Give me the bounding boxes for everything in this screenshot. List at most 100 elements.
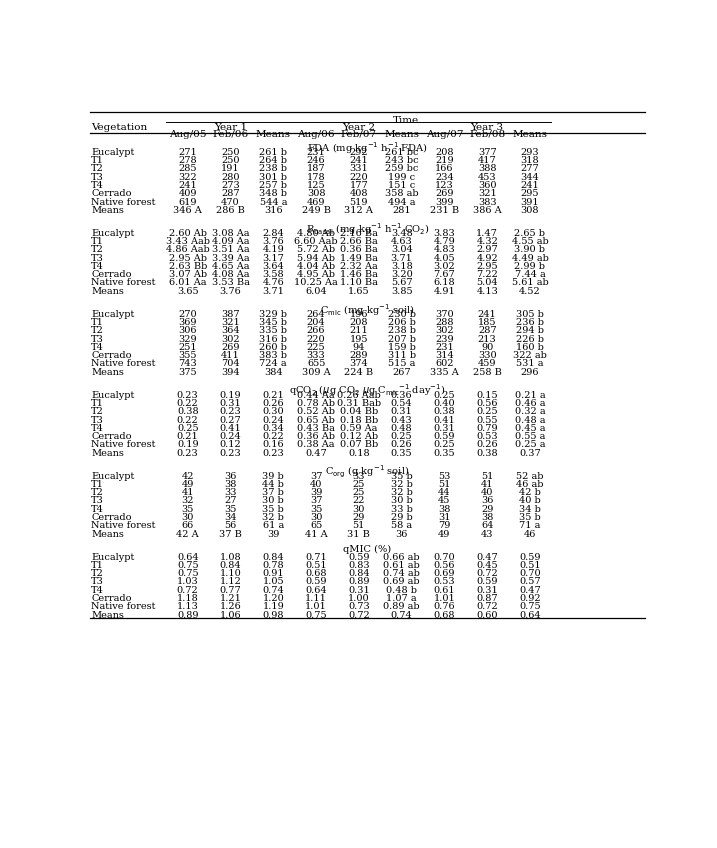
Text: 305 b: 305 b bbox=[516, 310, 544, 319]
Text: 178: 178 bbox=[307, 173, 326, 181]
Text: 204: 204 bbox=[307, 318, 326, 327]
Text: 34: 34 bbox=[224, 513, 237, 522]
Text: 387: 387 bbox=[221, 310, 239, 319]
Text: 333: 333 bbox=[307, 351, 326, 360]
Text: Cerrado: Cerrado bbox=[91, 432, 132, 441]
Text: 0.07 Bb: 0.07 Bb bbox=[340, 440, 378, 449]
Text: 281: 281 bbox=[392, 206, 411, 215]
Text: 345 b: 345 b bbox=[260, 318, 288, 327]
Text: 0.51: 0.51 bbox=[305, 561, 327, 570]
Text: 46 ab: 46 ab bbox=[516, 480, 543, 489]
Text: 0.26: 0.26 bbox=[262, 399, 284, 408]
Text: 49: 49 bbox=[181, 480, 194, 489]
Text: 3.48: 3.48 bbox=[391, 229, 412, 237]
Text: 0.22: 0.22 bbox=[262, 432, 284, 441]
Text: 211: 211 bbox=[349, 326, 369, 335]
Text: 207 b: 207 b bbox=[388, 335, 416, 343]
Text: 199 c: 199 c bbox=[388, 173, 415, 181]
Text: 40 b: 40 b bbox=[519, 496, 541, 505]
Text: 519: 519 bbox=[350, 198, 368, 207]
Text: 94: 94 bbox=[353, 343, 365, 352]
Text: 177: 177 bbox=[349, 181, 369, 190]
Text: Eucalypt: Eucalypt bbox=[91, 148, 135, 157]
Text: 399: 399 bbox=[435, 198, 454, 207]
Text: 0.59: 0.59 bbox=[348, 553, 369, 561]
Text: 0.60: 0.60 bbox=[477, 611, 498, 620]
Text: R$_{\rm basal}$ (mg kg$^{-1}$ h$^{-1}$ CO$_{2}$): R$_{\rm basal}$ (mg kg$^{-1}$ h$^{-1}$ C… bbox=[305, 220, 429, 237]
Text: 0.26 Aab: 0.26 Aab bbox=[337, 391, 381, 399]
Text: T1: T1 bbox=[91, 318, 104, 327]
Text: 33: 33 bbox=[353, 471, 365, 481]
Text: 5.04: 5.04 bbox=[476, 278, 498, 287]
Text: 5.61 ab: 5.61 ab bbox=[512, 278, 549, 287]
Text: 388: 388 bbox=[478, 165, 496, 173]
Text: 35 b: 35 b bbox=[519, 513, 541, 522]
Text: 619: 619 bbox=[179, 198, 197, 207]
Text: 0.22: 0.22 bbox=[177, 399, 199, 408]
Text: 2.97: 2.97 bbox=[476, 245, 498, 254]
Text: 296: 296 bbox=[521, 368, 539, 377]
Text: 273: 273 bbox=[221, 181, 240, 190]
Text: 2.95: 2.95 bbox=[476, 262, 498, 271]
Text: 4.92: 4.92 bbox=[476, 254, 498, 263]
Text: 280: 280 bbox=[222, 173, 239, 181]
Text: Aug/07: Aug/07 bbox=[426, 130, 463, 139]
Text: Feb/06: Feb/06 bbox=[212, 130, 249, 139]
Text: 292: 292 bbox=[349, 148, 368, 157]
Text: 0.52 Ab: 0.52 Ab bbox=[297, 407, 335, 416]
Text: 383: 383 bbox=[478, 198, 497, 207]
Text: 257 b: 257 b bbox=[260, 181, 288, 190]
Text: 6.18: 6.18 bbox=[434, 278, 455, 287]
Text: 1.12: 1.12 bbox=[219, 577, 242, 587]
Text: 3.85: 3.85 bbox=[391, 287, 412, 296]
Text: 25: 25 bbox=[353, 480, 365, 489]
Text: 3.51 Aa: 3.51 Aa bbox=[212, 245, 250, 254]
Text: 0.26: 0.26 bbox=[391, 440, 412, 449]
Text: 655: 655 bbox=[307, 360, 326, 368]
Text: 32: 32 bbox=[181, 496, 194, 505]
Text: 40: 40 bbox=[310, 480, 322, 489]
Text: 65: 65 bbox=[310, 522, 322, 530]
Text: T3: T3 bbox=[91, 416, 104, 425]
Text: 1.10: 1.10 bbox=[219, 569, 242, 578]
Text: 30 b: 30 b bbox=[262, 496, 284, 505]
Text: 0.78: 0.78 bbox=[262, 561, 284, 570]
Text: 1.01: 1.01 bbox=[305, 602, 327, 611]
Text: 0.64: 0.64 bbox=[305, 586, 327, 594]
Text: 469: 469 bbox=[307, 198, 326, 207]
Text: 269: 269 bbox=[222, 343, 239, 352]
Text: 30: 30 bbox=[353, 505, 365, 514]
Text: 30: 30 bbox=[310, 513, 322, 522]
Text: T1: T1 bbox=[91, 399, 104, 408]
Text: 0.31: 0.31 bbox=[348, 586, 370, 594]
Text: 0.48 a: 0.48 a bbox=[515, 416, 545, 425]
Text: 4.80 Ab: 4.80 Ab bbox=[297, 229, 335, 237]
Text: 1.21: 1.21 bbox=[219, 594, 242, 603]
Text: 3.64: 3.64 bbox=[262, 262, 284, 271]
Text: 0.56: 0.56 bbox=[434, 561, 455, 570]
Text: Native forest: Native forest bbox=[91, 602, 156, 611]
Text: 724 a: 724 a bbox=[260, 360, 287, 368]
Text: 0.18 Bb: 0.18 Bb bbox=[340, 416, 378, 425]
Text: 7.44 a: 7.44 a bbox=[515, 271, 546, 279]
Text: 0.19: 0.19 bbox=[177, 440, 199, 449]
Text: 358 ab: 358 ab bbox=[385, 189, 419, 198]
Text: 7.67: 7.67 bbox=[434, 271, 455, 279]
Text: Means: Means bbox=[91, 449, 124, 458]
Text: 0.15: 0.15 bbox=[476, 391, 498, 399]
Text: 160 b: 160 b bbox=[516, 343, 544, 352]
Text: 0.61 ab: 0.61 ab bbox=[384, 561, 420, 570]
Text: 0.89: 0.89 bbox=[348, 577, 369, 587]
Text: 4.55 ab: 4.55 ab bbox=[512, 237, 549, 246]
Text: 312 A: 312 A bbox=[344, 206, 374, 215]
Text: 29: 29 bbox=[353, 513, 365, 522]
Text: 6.60 Aab: 6.60 Aab bbox=[294, 237, 338, 246]
Text: 0.31 Bab: 0.31 Bab bbox=[337, 399, 381, 408]
Text: 4.63: 4.63 bbox=[391, 237, 412, 246]
Text: T2: T2 bbox=[91, 488, 104, 497]
Text: 0.23: 0.23 bbox=[262, 449, 284, 458]
Text: 1.19: 1.19 bbox=[262, 602, 284, 611]
Text: 266: 266 bbox=[307, 326, 326, 335]
Text: 3.18: 3.18 bbox=[391, 262, 412, 271]
Text: 0.43: 0.43 bbox=[391, 416, 412, 425]
